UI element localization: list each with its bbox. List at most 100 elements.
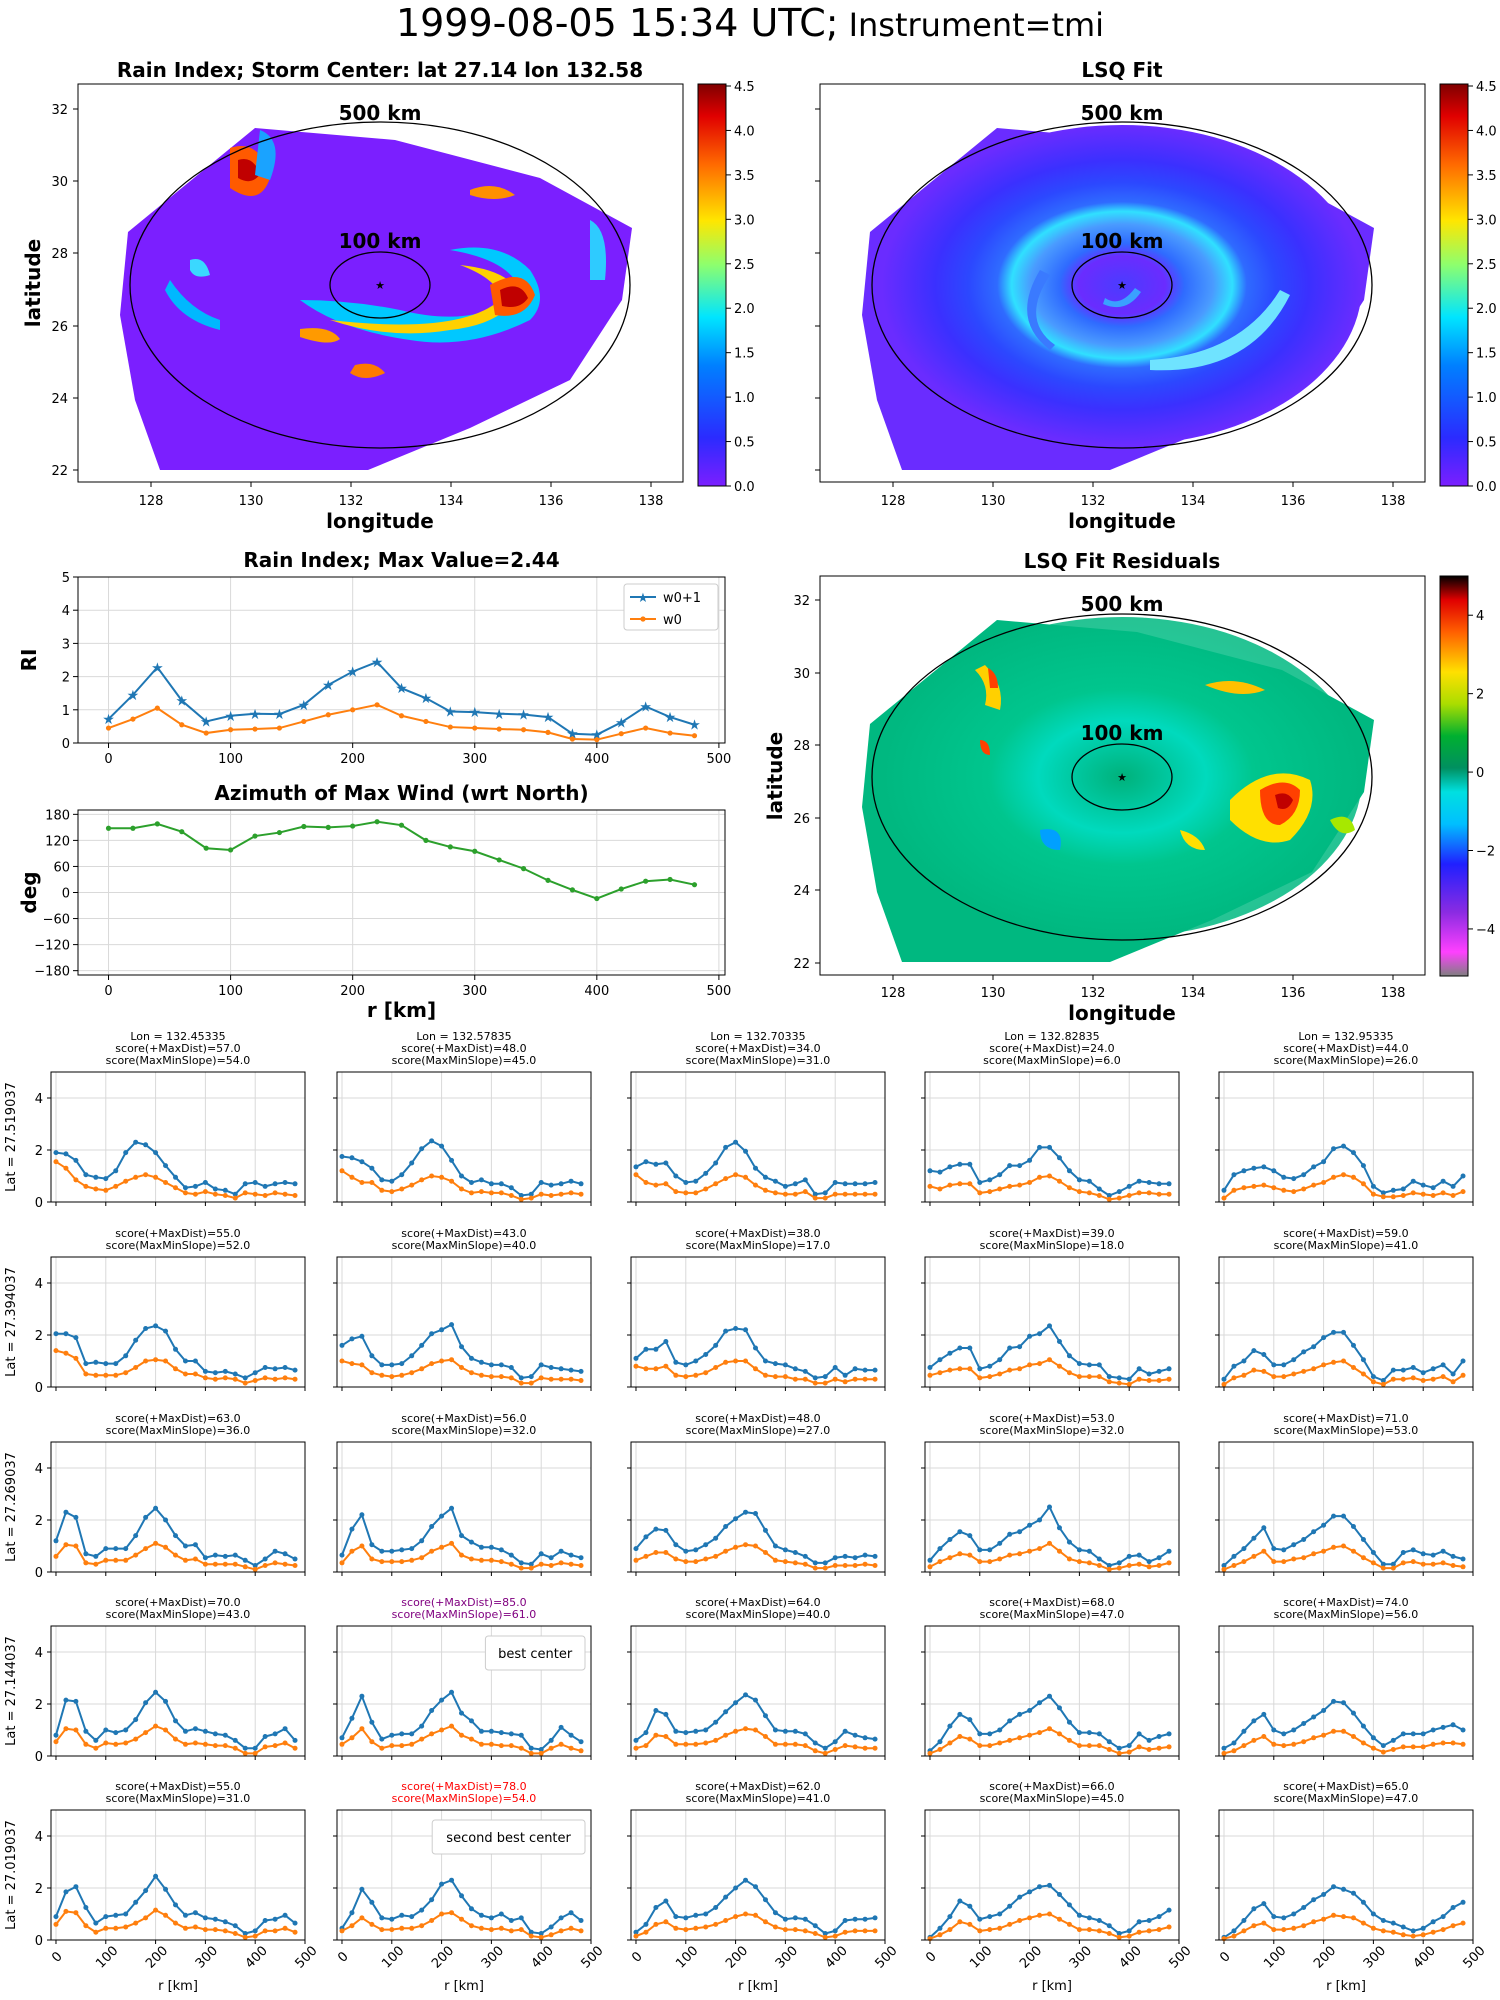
data-point xyxy=(1410,1559,1416,1565)
plot-area xyxy=(631,1257,885,1387)
data-point xyxy=(439,1358,445,1364)
data-point xyxy=(957,1345,963,1351)
data-point xyxy=(439,1727,445,1733)
panel-score-maxdist: score(+MaxDist)=85.0 xyxy=(401,1596,526,1609)
data-point xyxy=(1066,1185,1072,1191)
data-point: ★ xyxy=(420,691,433,707)
data-point xyxy=(1341,1700,1347,1706)
data-point xyxy=(1400,1193,1406,1198)
data-point xyxy=(1341,1143,1347,1149)
data-point xyxy=(977,1916,983,1922)
data-point xyxy=(459,1710,465,1716)
data-point xyxy=(222,1919,228,1925)
data-point xyxy=(73,1698,79,1704)
data-point xyxy=(1261,1920,1267,1926)
data-point xyxy=(1056,1705,1062,1711)
panel-score-maxminslope: score(MaxMinSlope)=41.0 xyxy=(1274,1239,1419,1252)
data-point xyxy=(812,1565,818,1571)
x-tick-label: 134 xyxy=(1181,986,1206,1001)
data-point xyxy=(1450,1553,1456,1559)
data-point xyxy=(987,1177,993,1183)
data-point xyxy=(1380,1928,1386,1934)
data-point xyxy=(1136,1366,1142,1372)
data-point xyxy=(53,1331,59,1337)
data-point xyxy=(202,1741,208,1747)
data-point xyxy=(723,1176,729,1182)
data-point xyxy=(558,1915,564,1921)
data-point xyxy=(1156,1745,1162,1751)
data-point xyxy=(528,1745,534,1751)
data-point xyxy=(1251,1367,1257,1373)
ring-500km xyxy=(129,121,631,449)
data-point xyxy=(182,1358,188,1364)
y-tick-label: 30 xyxy=(793,667,810,682)
data-point xyxy=(792,1741,798,1747)
panel-lon-header: Lon = 132.70335 xyxy=(710,1030,805,1043)
data-point xyxy=(468,1556,474,1562)
data-point xyxy=(1281,1731,1287,1737)
data-point xyxy=(842,1372,848,1378)
data-point xyxy=(812,1380,818,1386)
data-point xyxy=(1271,1168,1277,1174)
x-tick-label: 100 xyxy=(218,752,243,767)
data-point xyxy=(872,1563,878,1568)
storm-center-marker: ★ xyxy=(375,279,385,292)
data-point xyxy=(792,1376,798,1382)
data-point xyxy=(927,1564,933,1570)
data-point xyxy=(123,1353,129,1359)
panel-r4-c4: score(+MaxDist)=68.0score(MaxMinSlope)=4… xyxy=(921,1596,1180,1760)
data-point xyxy=(1410,1547,1416,1553)
data-point xyxy=(1146,1564,1152,1570)
x-tick-label: 400 xyxy=(529,1943,557,1971)
data-point xyxy=(103,1925,109,1931)
x-axis-label: r [km] xyxy=(1032,1979,1072,1994)
y-tick-label: 4 xyxy=(35,1277,43,1292)
data-point xyxy=(753,1543,759,1549)
data-point xyxy=(862,1367,868,1373)
data-point xyxy=(1096,1362,1102,1368)
data-point xyxy=(782,1191,788,1197)
x-tick-label: 138 xyxy=(639,494,664,509)
data-point xyxy=(568,1367,574,1373)
data-point xyxy=(1106,1196,1112,1202)
data-point xyxy=(1390,1561,1396,1567)
data-point xyxy=(1056,1731,1062,1737)
data-point xyxy=(703,1186,709,1192)
data-point xyxy=(232,1376,238,1382)
data-point xyxy=(691,733,698,739)
data-point xyxy=(987,1547,993,1553)
data-point xyxy=(143,1326,149,1331)
data-point xyxy=(1126,1933,1132,1939)
x-tick-label: 200 xyxy=(1311,1943,1339,1971)
data-point xyxy=(1321,1708,1327,1713)
data-point xyxy=(1271,1727,1277,1733)
data-point xyxy=(538,1561,544,1567)
data-point xyxy=(389,1548,395,1554)
data-point xyxy=(1390,1376,1396,1382)
data-point xyxy=(292,1929,298,1935)
data-point xyxy=(252,1933,258,1939)
data-point xyxy=(399,1731,405,1737)
data-point xyxy=(528,1374,534,1380)
data-point xyxy=(173,1736,179,1742)
data-point xyxy=(1261,1525,1267,1531)
data-point xyxy=(242,1181,248,1187)
data-point xyxy=(733,1172,739,1178)
data-point xyxy=(369,1719,375,1725)
data-point xyxy=(1166,1560,1172,1566)
data-point xyxy=(1321,1732,1327,1738)
y-tick-label: 1 xyxy=(62,704,70,719)
data-point xyxy=(1086,1730,1092,1736)
data-point xyxy=(1076,1927,1082,1933)
data-point xyxy=(498,1547,504,1553)
data-point xyxy=(1076,1547,1082,1553)
data-point xyxy=(143,1358,149,1364)
data-point xyxy=(1311,1366,1317,1372)
rain-index-x-ticks: 128 130 132 134 136 138 xyxy=(139,482,664,509)
plot-frame xyxy=(1218,1071,1474,1203)
data-point xyxy=(113,1741,119,1747)
data-point xyxy=(1106,1923,1112,1929)
data-point xyxy=(1007,1903,1013,1909)
data-point xyxy=(1271,1559,1277,1565)
data-point xyxy=(202,1728,208,1734)
